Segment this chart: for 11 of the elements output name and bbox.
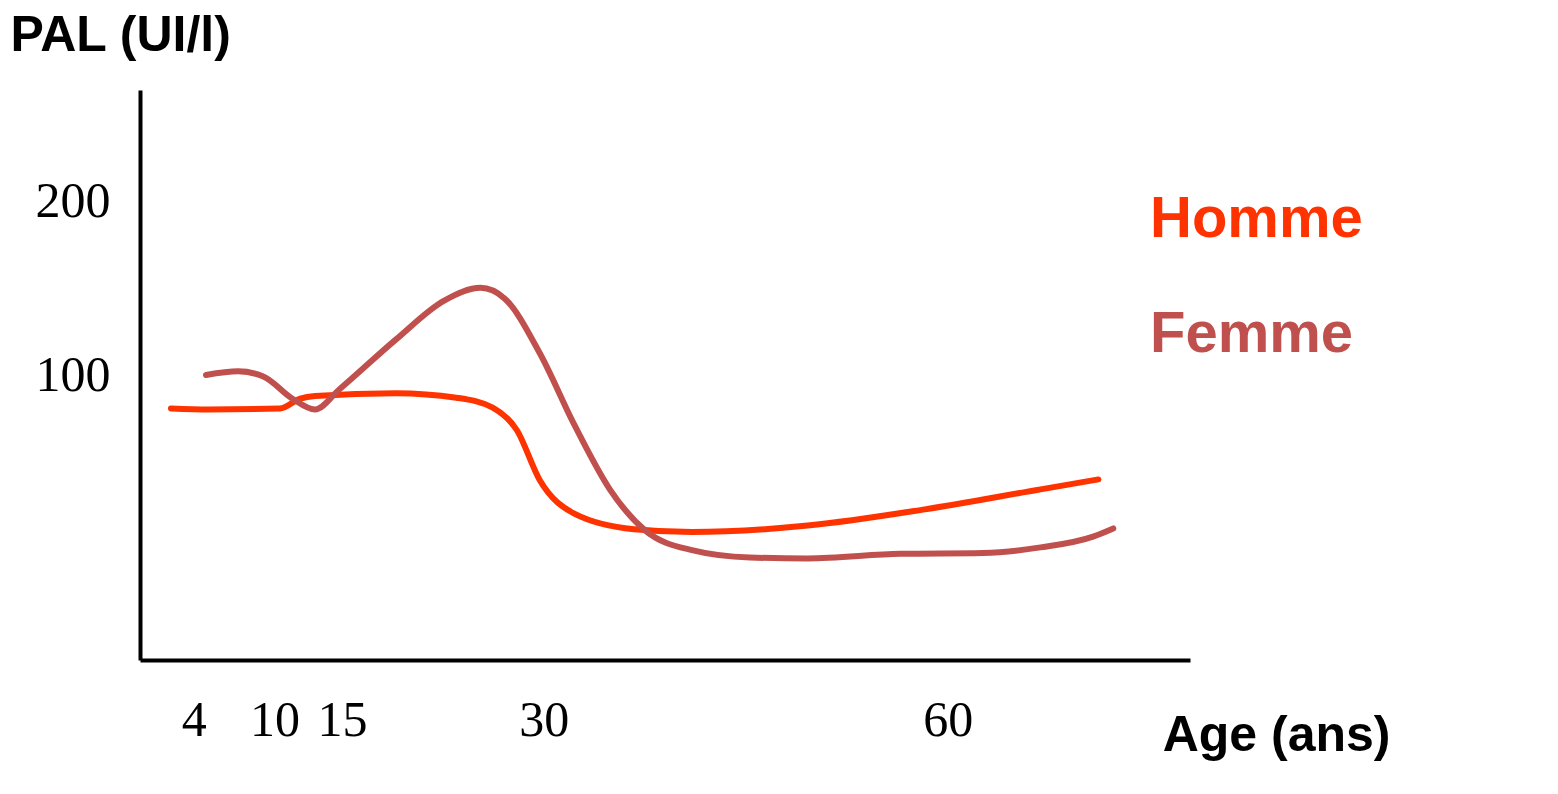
- x-tick-label: 4: [181, 690, 207, 747]
- x-tick-label: 10: [250, 690, 301, 747]
- x-axis-title: Age (ans): [1162, 705, 1391, 762]
- x-tick-label: 60: [923, 690, 974, 747]
- y-axis-title: PAL (UI/l): [10, 5, 231, 62]
- x-tick-label: 15: [317, 690, 368, 747]
- text: Femme: [1150, 299, 1354, 364]
- y-tick-label: 100: [35, 346, 111, 403]
- text: Homme: [1150, 184, 1363, 249]
- y-tick-label: 200: [35, 172, 111, 229]
- x-tick-label: 30: [519, 690, 570, 747]
